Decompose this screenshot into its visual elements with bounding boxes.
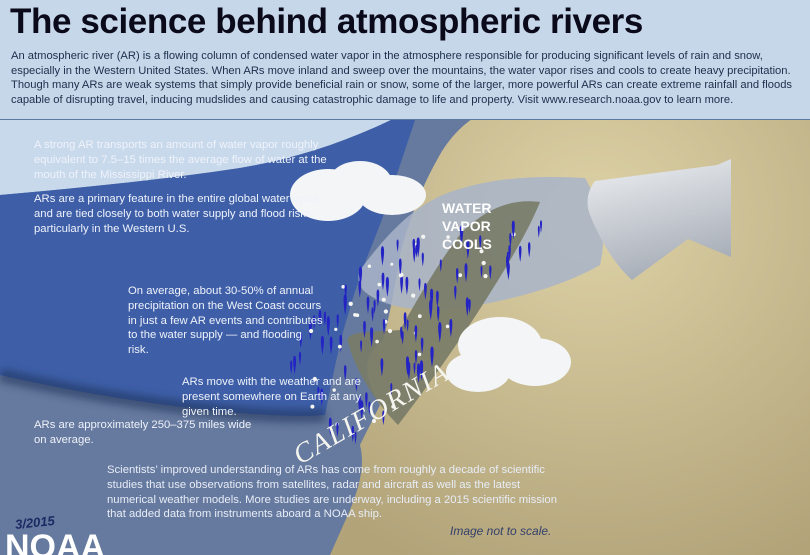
svg-text:VAPOR: VAPOR (442, 218, 491, 234)
svg-text:WATER: WATER (442, 200, 492, 216)
svg-text:COOLS: COOLS (442, 236, 492, 252)
